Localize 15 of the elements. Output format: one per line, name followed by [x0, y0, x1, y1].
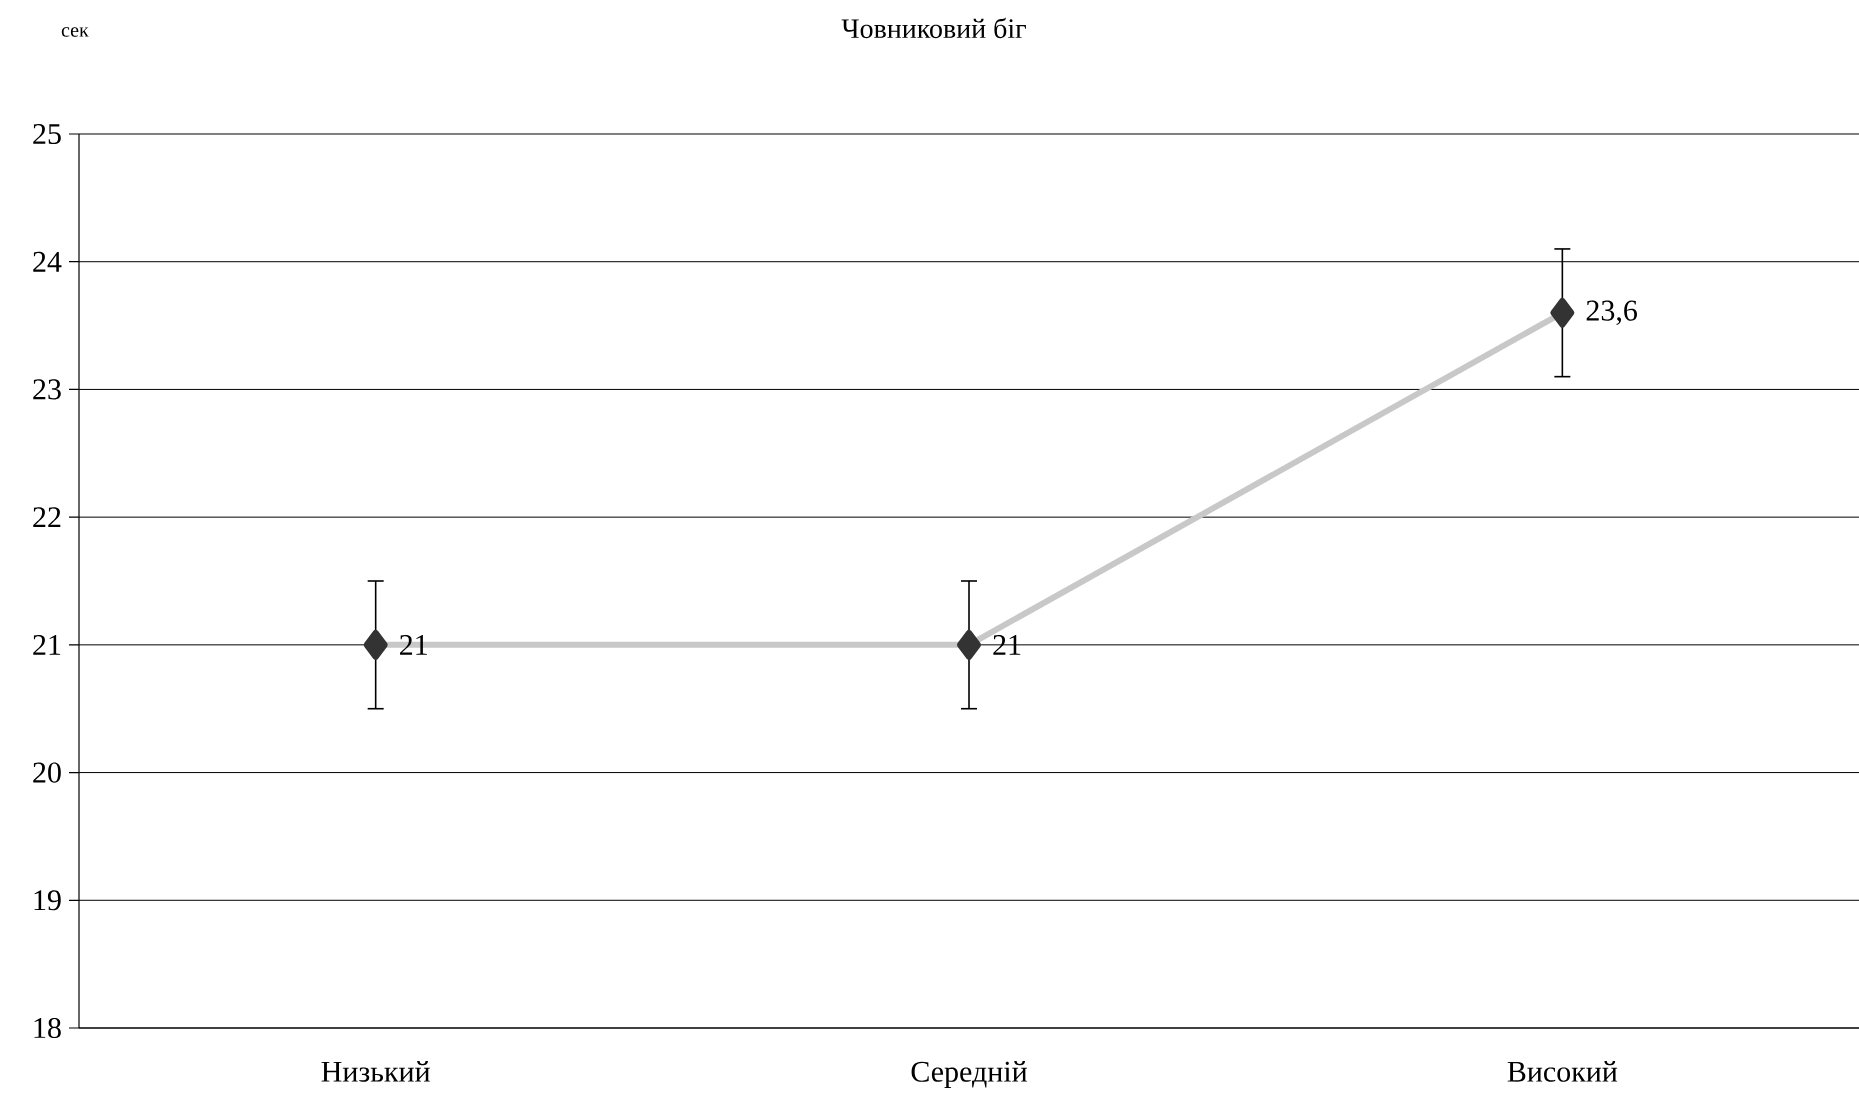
- x-tick-label: Низький: [321, 1061, 430, 1082]
- y-tick-label: 23: [33, 379, 61, 400]
- y-tick-label: 22: [33, 507, 61, 528]
- data-label: 23,6: [1586, 300, 1637, 326]
- chart-title: Човниковий біг: [841, 17, 1026, 39]
- y-axis-title: сек: [61, 27, 89, 37]
- y-tick-label: 20: [33, 762, 61, 783]
- y-tick-label: 24: [33, 251, 62, 272]
- x-tick-label: Середній: [911, 1061, 1027, 1088]
- y-tick-label: 25: [33, 123, 61, 145]
- y-tick-label: 21: [33, 634, 61, 655]
- y-tick-label: 18: [34, 1017, 61, 1039]
- y-tick-label: 19: [34, 890, 61, 911]
- data-label: 21: [400, 634, 427, 655]
- x-tick-label: Високий: [1507, 1061, 1618, 1082]
